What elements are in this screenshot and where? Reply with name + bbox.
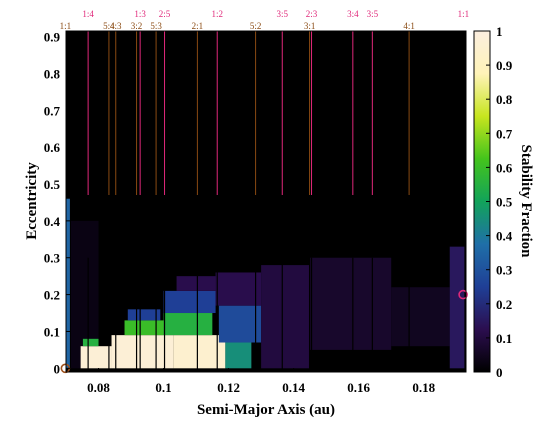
colorbar-label: Stability Fraction bbox=[518, 145, 534, 259]
resonance-label: 1:2 bbox=[211, 9, 223, 19]
colorbar-tick-label: 0.7 bbox=[496, 126, 513, 141]
colorbar-ticks: 0 0.1 0.2 0.3 0.4 0.5 0.6 0.7 0.8 0.9 1 bbox=[486, 24, 513, 380]
y-tick-label: 0.9 bbox=[44, 30, 61, 45]
resonance-labels: 1:4 1:3 2:5 1:2 3:5 2:3 3:4 3:5 1:1 1:1 5:44:3 3:2 5… bbox=[60, 9, 470, 31]
y-tick-label: 0.2 bbox=[44, 288, 60, 303]
colorbar-tick-label: 0.3 bbox=[496, 263, 513, 278]
resonance-label: 1:3 bbox=[134, 9, 146, 19]
y-tick-label: 0.7 bbox=[44, 103, 61, 118]
planet-marker bbox=[458, 289, 468, 300]
stability-region bbox=[261, 265, 310, 369]
resonance-label: 1:4 bbox=[82, 9, 94, 19]
stability-region bbox=[111, 335, 174, 369]
stability-region bbox=[124, 320, 164, 336]
colorbar-tick-label: 0.6 bbox=[496, 160, 513, 175]
x-axis-ticks: 0.08 0.1 0.12 0.14 0.16 0.18 bbox=[87, 368, 436, 395]
resonance-label: 4:3 bbox=[110, 21, 122, 31]
resonance-label: 2:3 bbox=[306, 9, 318, 19]
colorbar-tick-label: 0.1 bbox=[496, 331, 512, 346]
x-tick-label: 0.1 bbox=[155, 380, 171, 395]
stability-region bbox=[391, 287, 450, 347]
x-tick-label: 0.12 bbox=[217, 380, 240, 395]
colorbar-tick-label: 0.9 bbox=[496, 58, 513, 73]
stability-region bbox=[449, 246, 465, 369]
stability-region bbox=[215, 272, 262, 306]
resonance-label: 5:4 bbox=[103, 21, 115, 31]
colorbar-tick-label: 0.8 bbox=[496, 92, 513, 107]
resonance-label: 5:2 bbox=[250, 21, 262, 31]
resonance-label: 3:5 bbox=[277, 9, 289, 19]
resonance-label: 3:4 bbox=[347, 9, 359, 19]
colorbar-tick-label: 0.5 bbox=[496, 195, 513, 210]
stability-region bbox=[218, 305, 262, 343]
x-tick-label: 0.08 bbox=[87, 380, 110, 395]
y-tick-label: 0.4 bbox=[44, 214, 61, 229]
resonance-label: 3:5 bbox=[367, 9, 379, 19]
y-tick-label: 0.8 bbox=[44, 66, 61, 81]
x-tick-label: 0.16 bbox=[347, 380, 370, 395]
stability-region bbox=[66, 198, 70, 369]
resonance-label: 5:3 bbox=[150, 21, 162, 31]
resonance-lines bbox=[87, 31, 410, 372]
plot-frame bbox=[65, 30, 467, 373]
stability-region bbox=[309, 257, 392, 350]
stability-regions bbox=[66, 198, 465, 369]
y-tick-label: 0 bbox=[54, 361, 61, 376]
stability-region bbox=[82, 338, 99, 347]
x-tick-label: 0.18 bbox=[412, 380, 435, 395]
colorbar-tick-label: 1 bbox=[496, 24, 503, 39]
y-tick-label: 0.6 bbox=[44, 140, 61, 155]
resonance-label: 2:5 bbox=[159, 9, 171, 19]
stability-region bbox=[163, 290, 216, 314]
y-axis-ticks: 0 0.1 0.2 0.3 0.4 0.5 0.6 0.7 0.8 0.9 bbox=[44, 30, 70, 376]
colorbar-tick-label: 0.2 bbox=[496, 297, 512, 312]
stability-region bbox=[127, 309, 161, 321]
resonance-label: 1:1 bbox=[60, 21, 72, 31]
y-tick-label: 0.1 bbox=[44, 324, 60, 339]
stability-region bbox=[225, 342, 252, 369]
stability-region bbox=[80, 346, 112, 369]
colorbar-tick-label: 0.4 bbox=[496, 229, 513, 244]
y-axis-label: Eccentricity bbox=[24, 162, 40, 240]
x-axis-label: Semi-Major Axis (au) bbox=[197, 402, 335, 418]
stability-region bbox=[176, 276, 216, 291]
stability-region bbox=[163, 313, 213, 336]
y-tick-label: 0.5 bbox=[44, 177, 61, 192]
resonance-label: 1:1 bbox=[458, 9, 470, 19]
resonance-label: 2:1 bbox=[192, 21, 204, 31]
y-tick-label: 0.3 bbox=[44, 251, 61, 266]
resonance-label: 3:1 bbox=[304, 21, 316, 31]
resonance-label: 4:1 bbox=[403, 21, 415, 31]
resonance-label: 3:2 bbox=[131, 21, 143, 31]
x-tick-label: 0.14 bbox=[282, 380, 305, 395]
colorbar-tick-label: 0 bbox=[496, 365, 503, 380]
